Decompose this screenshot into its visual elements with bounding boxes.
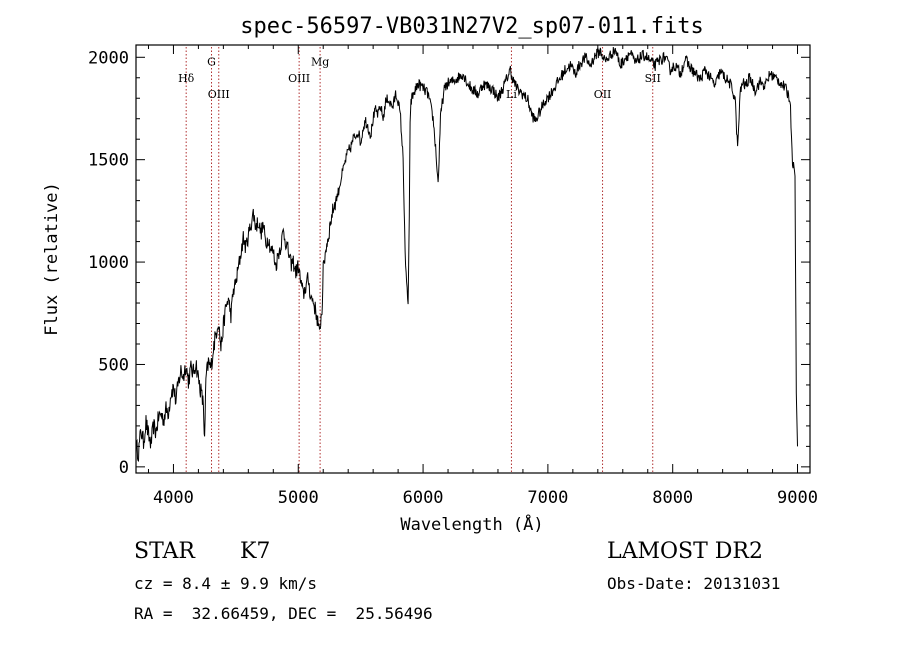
coordinates: RA = 32.66459, DEC = 25.56496 <box>134 604 433 623</box>
y-axis-label: Flux (relative) <box>42 182 62 336</box>
spectral-line-label: Hδ <box>178 72 195 85</box>
x-tick-label: 4000 <box>153 488 194 508</box>
x-axis-label: Wavelength (Å) <box>400 513 543 535</box>
y-tick-label: 2000 <box>88 48 129 68</box>
x-tick-label: 8000 <box>652 488 693 508</box>
y-tick-label: 0 <box>119 458 129 478</box>
object-subclass: K7 <box>240 539 271 564</box>
spectral-line-label: Mg <box>311 55 329 68</box>
spectral-line-label: OIII <box>208 88 230 101</box>
spectral-line-label: OII <box>594 88 612 101</box>
observation-date: Obs-Date: 20131031 <box>607 574 781 593</box>
y-tick-label: 1000 <box>88 253 129 273</box>
y-tick-label: 1500 <box>88 151 129 171</box>
spectral-line-label: SII <box>645 72 661 85</box>
x-tick-label: 5000 <box>278 488 319 508</box>
x-tick-label: 6000 <box>403 488 444 508</box>
object-class: STAR <box>134 539 195 564</box>
spectrum-series-line <box>135 46 798 462</box>
y-tick-label: 500 <box>98 355 129 375</box>
redshift-velocity: cz = 8.4 ± 9.9 km/s <box>134 574 318 593</box>
x-axis-ticks: 4000 5000 6000 7000 8000 9000 <box>147 45 818 508</box>
spectral-line-label: Li <box>506 88 517 101</box>
x-tick-label: 7000 <box>527 488 568 508</box>
x-tick-label: 9000 <box>777 488 818 508</box>
chart-title: spec-56597-VB031N27V2_sp07-011.fits <box>240 14 704 39</box>
spectral-line-label: G <box>207 55 216 68</box>
y-axis-ticks: 0 500 1000 1500 2000 <box>88 48 810 478</box>
survey-name: LAMOST DR2 <box>607 539 763 564</box>
plot-frame <box>135 44 811 474</box>
spectral-line-label: OIII <box>288 72 310 85</box>
